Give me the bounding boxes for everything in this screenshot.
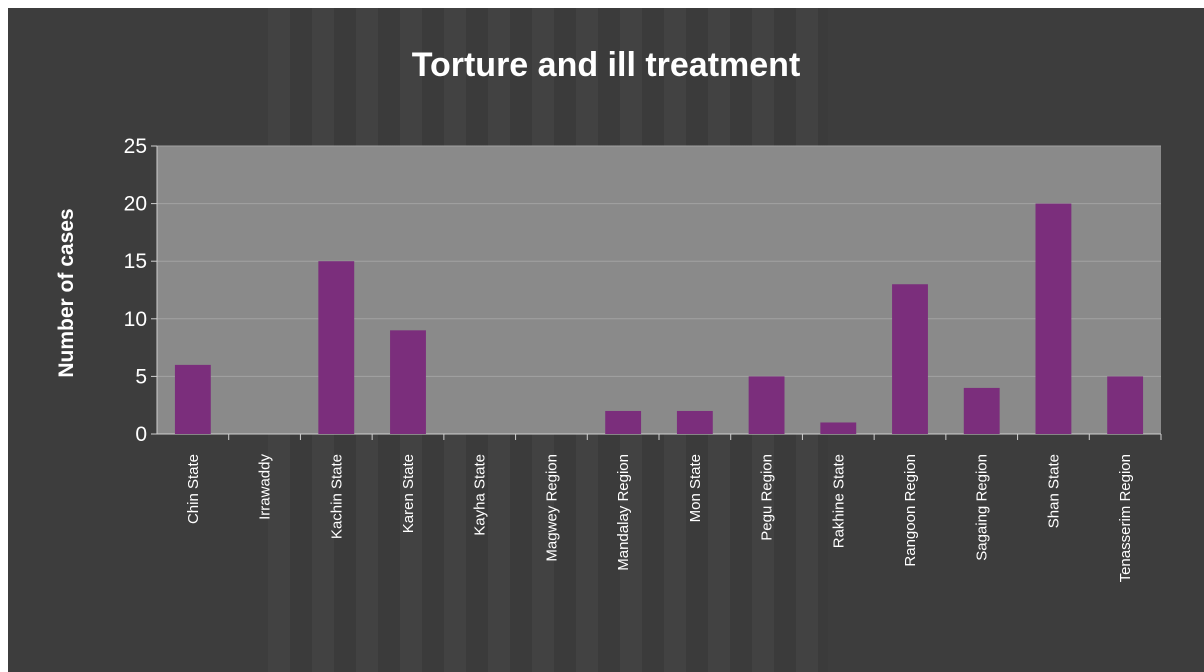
x-tick-label: Shan State [1045,454,1062,528]
x-tick-label: Mandalay Region [615,454,632,571]
x-tick-label: Mon State [687,454,704,522]
bar [318,261,355,434]
x-tick-label: Rakhine State [830,454,847,548]
x-tick-label: Irrawaddy [257,454,274,520]
x-tick-label: Chin State [185,454,202,524]
bar [892,284,928,434]
chart-frame: Torture and ill treatment Number of case… [8,8,1204,672]
y-tick-label: 10 [124,308,147,331]
x-tick-label: Kachin State [328,454,345,539]
x-tick-label: Sagaing Region [974,454,991,561]
x-tick-label: Rangoon Region [902,454,919,567]
bar-chart: 0 5 10 15 20 25 Chin State Irrawaddy Kachin Stat… [124,135,1162,582]
bar [1035,203,1072,434]
y-tick-label: 20 [124,193,147,216]
bar [963,387,1000,434]
y-tick-label: 15 [124,250,147,273]
x-tick-label: Karen State [400,454,417,533]
bar [748,376,785,434]
y-tick-label: 5 [135,365,147,388]
x-tick-label: Magwey Region [543,454,560,562]
y-tick-label: 0 [135,423,147,446]
bar [820,422,857,434]
bar [390,330,426,434]
chart-title: Torture and ill treatment [411,46,801,84]
x-tick-label: Pegu Region [759,454,776,541]
plot-area [157,146,1161,434]
x-tick-label: Kayha State [472,454,489,536]
y-tick-label: 25 [124,135,147,158]
bar [1107,376,1144,434]
bar [605,410,642,434]
x-tick-label: Tenasserim Region [1117,454,1134,582]
bar [174,364,211,434]
bar [676,410,713,434]
